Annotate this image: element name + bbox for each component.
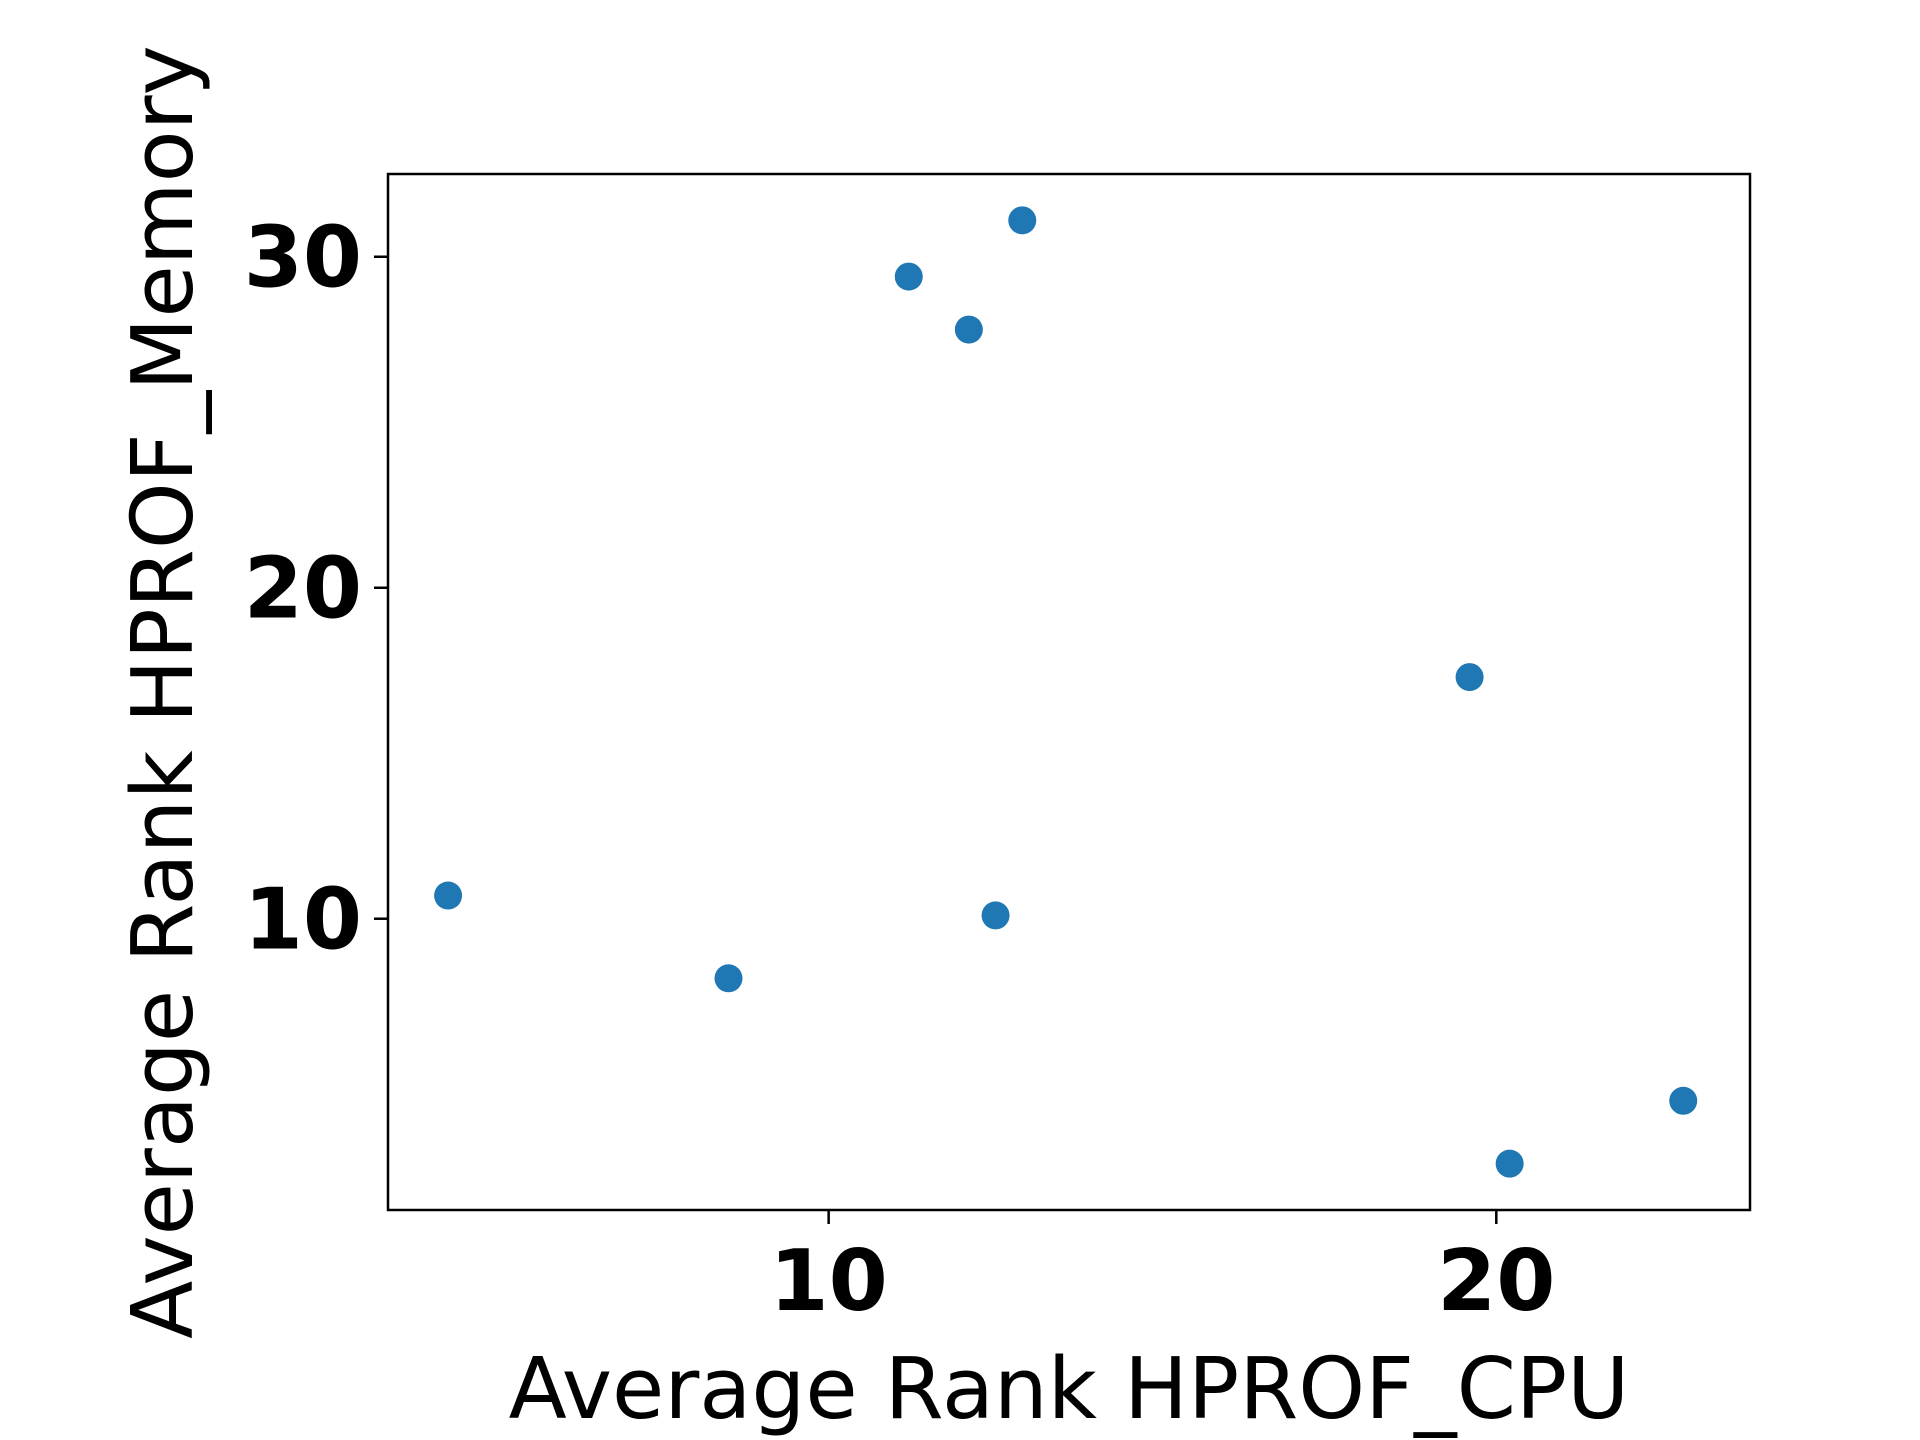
y-tick-label: 30 xyxy=(244,209,362,308)
scatter-point xyxy=(1495,1149,1524,1178)
scatter-point xyxy=(1455,663,1484,692)
scatter-point xyxy=(981,901,1010,930)
x-tick-label: 10 xyxy=(769,1232,887,1331)
plot-area xyxy=(386,172,1752,1212)
scatter-points xyxy=(434,206,1698,1178)
y-tick-label: 20 xyxy=(244,540,362,639)
x-axis-ticks: 10 20 xyxy=(769,1210,1555,1331)
scatter-point xyxy=(434,881,463,910)
scatter-point xyxy=(714,964,743,993)
scatter-point xyxy=(954,315,983,344)
x-tick-label: 20 xyxy=(1437,1232,1555,1331)
scatter-point xyxy=(1669,1086,1698,1115)
y-axis-label: Average Rank HPROF_Memory xyxy=(114,45,213,1339)
scatter-point xyxy=(1008,206,1037,235)
y-tick-label: 10 xyxy=(244,871,362,970)
x-axis-label: Average Rank HPROF_CPU xyxy=(509,1340,1630,1439)
y-axis-ticks: 10 20 30 xyxy=(244,209,388,970)
plot-frame xyxy=(386,172,1752,1212)
scatter-point xyxy=(894,262,923,291)
